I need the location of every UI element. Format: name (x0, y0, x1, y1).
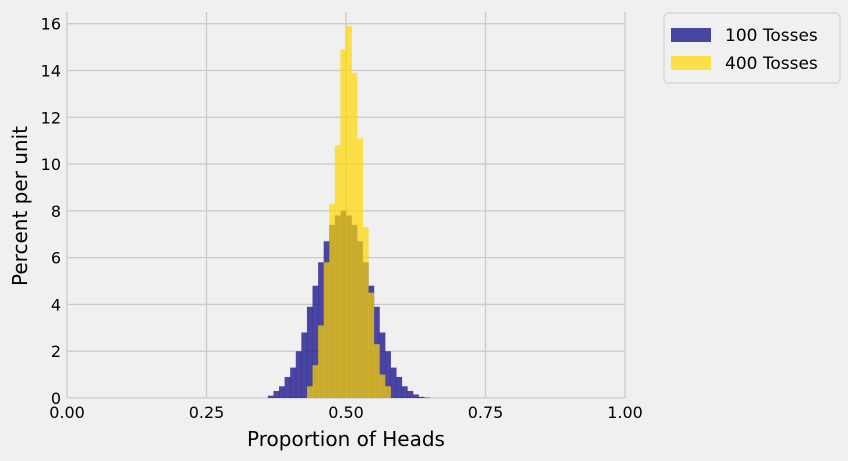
bar (340, 49, 347, 399)
bar (295, 351, 302, 398)
bar (306, 306, 313, 398)
y-tick-label: 8 (51, 202, 61, 221)
bar (385, 386, 391, 398)
bar (407, 390, 414, 398)
bar (312, 365, 319, 398)
y-tick-label: 10 (41, 155, 61, 174)
bar (390, 367, 397, 398)
bar (318, 325, 324, 398)
bar (379, 332, 386, 398)
tick-labels: 0.00 0.25 0.50 0.75 1.00 0 2 4 6 8 10 12 14 16 (41, 15, 643, 422)
bar (418, 396, 425, 398)
bar (290, 367, 297, 398)
x-tick-label: 0.50 (328, 403, 364, 422)
legend-label-2: 400 Tosses (725, 54, 818, 74)
bar (273, 390, 280, 398)
bar (329, 203, 336, 398)
y-tick-label: 0 (51, 389, 61, 408)
y-tick-label: 16 (41, 15, 61, 34)
legend-swatch-2 (671, 56, 711, 70)
bar (346, 26, 352, 398)
legend: 100 Tosses 400 Tosses (663, 12, 841, 84)
y-tick-label: 2 (51, 342, 61, 361)
x-tick-label: 0.00 (49, 403, 85, 422)
y-tick-label: 12 (41, 108, 61, 127)
y-tick-label: 14 (41, 61, 61, 80)
y-tick-label: 6 (51, 249, 61, 268)
bar (323, 262, 330, 398)
bar (279, 386, 285, 398)
bar (306, 386, 313, 398)
series-2-bars (306, 26, 391, 399)
y-axis-label: Percent per unit (8, 126, 32, 286)
bar (357, 138, 364, 398)
bar (385, 351, 391, 398)
bar (301, 332, 308, 398)
bar (368, 292, 375, 398)
bar (379, 374, 386, 398)
bar (351, 72, 358, 398)
bar (362, 227, 369, 398)
x-axis-label: Proportion of Heads (247, 427, 445, 451)
y-tick-label: 4 (51, 295, 61, 314)
bar (401, 386, 408, 398)
legend-swatch-1 (671, 28, 711, 42)
bar (373, 344, 380, 398)
bar (312, 285, 319, 398)
bar (284, 376, 291, 398)
bar (334, 145, 341, 398)
legend-label-1: 100 Tosses (725, 26, 818, 46)
x-tick-label: 0.75 (468, 403, 504, 422)
x-tick-label: 1.00 (607, 403, 643, 422)
x-tick-label: 0.25 (189, 403, 225, 422)
bar (412, 394, 419, 398)
bar (267, 395, 274, 398)
histogram-bars (267, 26, 430, 399)
bar (396, 376, 403, 398)
